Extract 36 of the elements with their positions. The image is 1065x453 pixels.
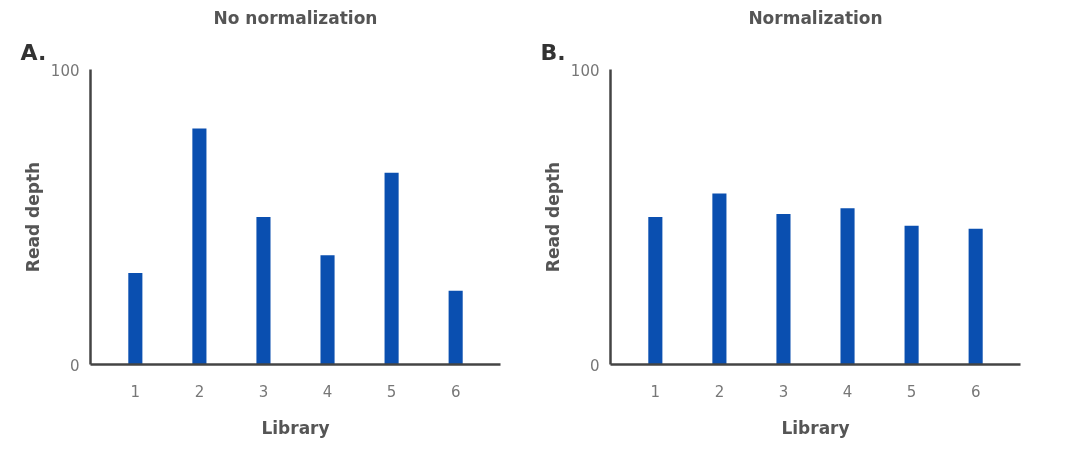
x-tick-label: 4 [842,382,853,401]
bar [256,217,271,365]
bar [448,290,463,365]
x-axis-title: Library [261,417,330,438]
bar [192,128,207,365]
y-tick-label: 0 [69,356,80,375]
bar [904,225,919,365]
text: B. [540,39,566,65]
x-tick-label: 6 [450,382,461,401]
x-tick-label: 2 [194,382,205,401]
y-tick-label: 100 [570,61,600,80]
y-axis-title: Read depth [22,161,43,273]
x-tick-label: 4 [322,382,333,401]
x-tick-label: 1 [130,382,141,401]
bar [128,273,143,365]
x-tick-label: 2 [714,382,725,401]
x-tick-label: 3 [778,382,789,401]
x-tick-label: 5 [906,382,917,401]
chart-title: Normalization [748,7,883,28]
bar [648,217,663,365]
y-tick-label: 100 [50,61,80,80]
bar [776,214,791,365]
bar [384,172,399,365]
bar [712,193,727,365]
bar [968,228,983,365]
x-tick-label: 3 [258,382,269,401]
chart-title: No normalization [213,7,378,28]
text: A. [20,39,47,65]
bar [840,208,855,365]
y-tick-label: 0 [589,356,600,375]
x-tick-label: 1 [650,382,661,401]
x-tick-label: 5 [386,382,397,401]
y-axis-title: Read depth [542,161,563,273]
x-axis-title: Library [781,417,850,438]
bar [320,255,335,365]
x-tick-label: 6 [970,382,981,401]
